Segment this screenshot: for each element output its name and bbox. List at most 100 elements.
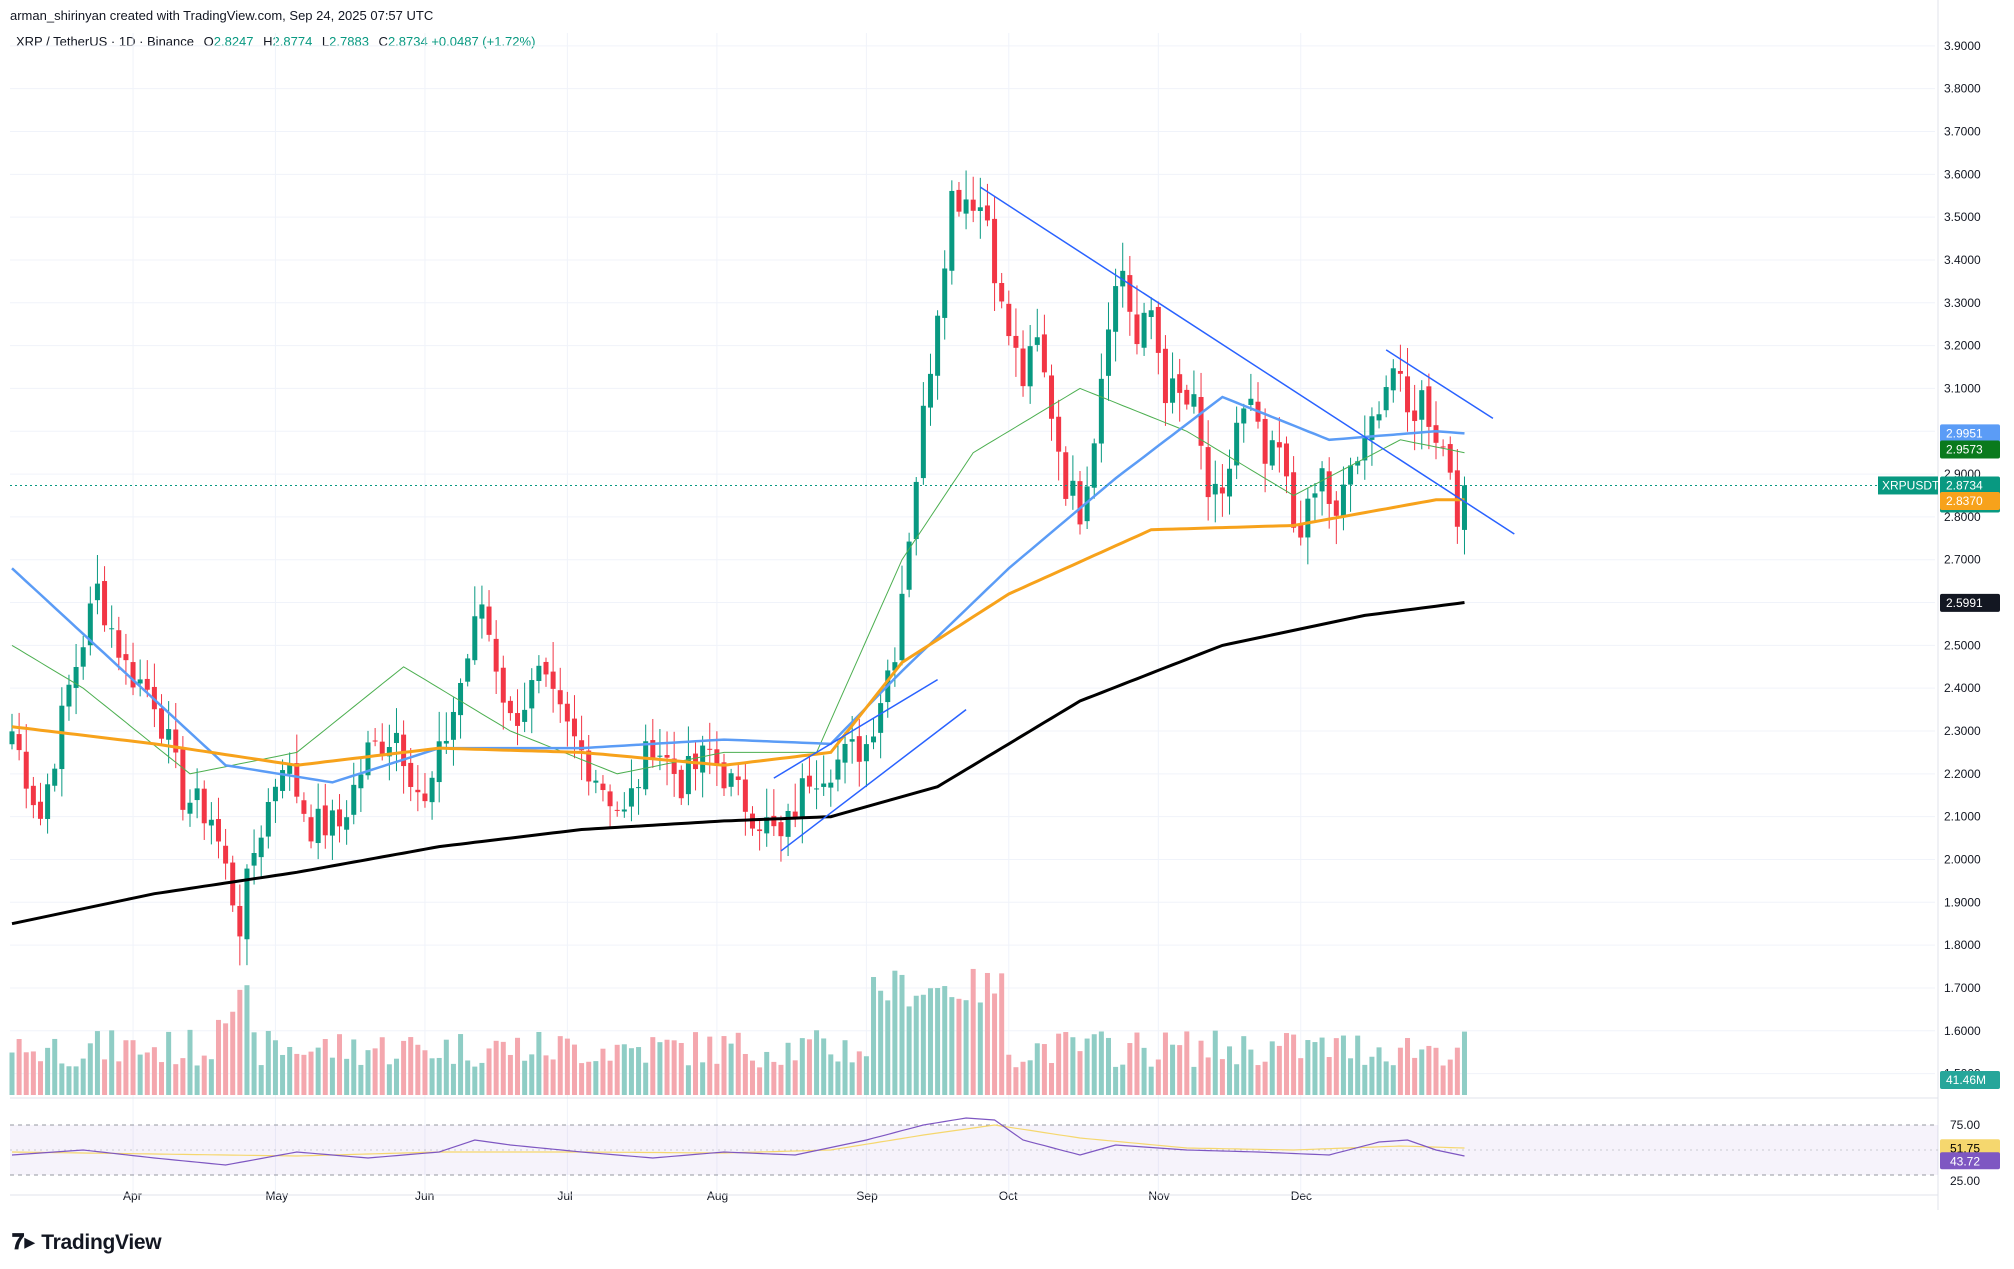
volume-bar xyxy=(1340,1035,1346,1095)
volume-bar xyxy=(828,1054,834,1095)
volume-bar xyxy=(1212,1030,1218,1095)
volume-bar xyxy=(557,1036,563,1095)
price-tick-label: 2.4000 xyxy=(1944,681,1981,695)
volume-bar xyxy=(927,988,933,1095)
volume-bar xyxy=(80,1058,86,1095)
volume-bar xyxy=(885,1000,891,1095)
brand-name: TradingView xyxy=(41,1230,162,1254)
volume-bar xyxy=(415,1044,421,1095)
volume-bar xyxy=(778,1064,784,1095)
candle-body xyxy=(643,741,649,790)
volume-bar xyxy=(322,1039,328,1095)
volume-bar xyxy=(799,1038,805,1095)
price-tick-label: 2.3000 xyxy=(1944,724,1981,738)
candle-body xyxy=(1034,337,1040,345)
attribution-text: arman_shirinyan created with TradingView… xyxy=(10,8,434,23)
candle-body xyxy=(1148,310,1154,318)
volume-bar xyxy=(849,1062,855,1095)
volume-bar xyxy=(856,1051,862,1095)
volume-bar xyxy=(700,1062,706,1095)
volume-bar xyxy=(1162,1032,1168,1095)
candle-body xyxy=(1390,368,1396,391)
candle-body xyxy=(906,541,912,590)
candle-body xyxy=(1120,270,1126,287)
candle-body xyxy=(1433,425,1439,443)
volume-bar xyxy=(970,968,976,1095)
volume-bar xyxy=(678,1042,684,1095)
volume-bar xyxy=(863,1056,869,1095)
volume-bar xyxy=(1177,1045,1183,1095)
volume-bar xyxy=(771,1061,777,1095)
open-label: O xyxy=(203,34,214,49)
candle-body xyxy=(664,755,670,758)
open-value: 2.8247 xyxy=(213,34,254,49)
candle-body xyxy=(230,862,236,906)
candle-body xyxy=(963,199,969,214)
candle-body xyxy=(458,682,464,716)
volume-bar xyxy=(429,1058,435,1095)
volume-bar xyxy=(102,1059,108,1095)
rsi-tick-label: 75.00 xyxy=(1950,1118,1980,1132)
candle-body xyxy=(1291,472,1297,528)
volume-bar xyxy=(130,1040,136,1095)
rsi-band xyxy=(10,1125,1938,1175)
volume-bar xyxy=(650,1037,656,1095)
rsi-badge xyxy=(1940,1152,2000,1170)
candle-body xyxy=(550,671,556,689)
volume-bar xyxy=(550,1059,556,1095)
volume-bar xyxy=(1454,1047,1460,1095)
candle-body xyxy=(1461,485,1467,530)
tradingview-branding: 𝟕▸ TradingView xyxy=(12,1230,162,1255)
tradingview-logo-icon: 𝟕▸ xyxy=(12,1230,36,1255)
candle-body xyxy=(942,268,948,318)
candle-body xyxy=(507,700,513,714)
volume-bar xyxy=(73,1066,79,1095)
volume-bar xyxy=(1305,1040,1311,1095)
volume-bar xyxy=(465,1060,471,1095)
candle-body xyxy=(301,800,307,814)
price-tick-label: 3.6000 xyxy=(1944,167,1981,181)
candle-body xyxy=(329,810,335,836)
volume-bar xyxy=(372,1048,378,1095)
candle-body xyxy=(1027,346,1033,387)
volume-bar xyxy=(685,1065,691,1095)
price-tick-label: 3.2000 xyxy=(1944,339,1981,353)
candle-body xyxy=(899,593,905,661)
candle-body xyxy=(393,732,399,744)
volume-bar xyxy=(223,1023,229,1095)
candle-body xyxy=(1191,394,1197,407)
volume-bar xyxy=(628,1048,634,1095)
volume-bar xyxy=(365,1050,371,1095)
volume-bar xyxy=(443,1039,449,1095)
volume-bar xyxy=(1333,1038,1339,1095)
price-tick-label: 1.8000 xyxy=(1944,938,1981,952)
price-badge-value: 2.9573 xyxy=(1946,443,1983,457)
ma200-line xyxy=(11,601,1465,926)
volume-bar xyxy=(9,1052,15,1095)
volume-bar xyxy=(1241,1036,1247,1095)
volume-bar xyxy=(287,1046,293,1095)
candle-body xyxy=(37,801,43,819)
candle-body xyxy=(821,783,827,787)
candle-body xyxy=(1006,303,1012,337)
candle-body xyxy=(671,758,677,774)
candle-body xyxy=(1355,461,1361,466)
volume-bar xyxy=(977,1002,983,1095)
volume-bar xyxy=(728,1043,734,1095)
candle-body xyxy=(515,713,521,726)
candle-body xyxy=(351,784,357,815)
volume-bar xyxy=(636,1047,642,1095)
volume-bar xyxy=(1020,1061,1026,1095)
candle-body xyxy=(1212,483,1218,495)
candle-body xyxy=(842,743,848,763)
candle-body xyxy=(1162,348,1168,404)
volume-bar xyxy=(1283,1033,1289,1095)
candle-body xyxy=(479,604,485,619)
volume-bar xyxy=(144,1052,150,1095)
volume-bar xyxy=(166,1031,172,1095)
candle-body xyxy=(1077,481,1083,525)
candle-body xyxy=(806,775,812,787)
candle-body xyxy=(579,740,585,751)
price-tick-label: 2.0000 xyxy=(1944,852,1981,866)
